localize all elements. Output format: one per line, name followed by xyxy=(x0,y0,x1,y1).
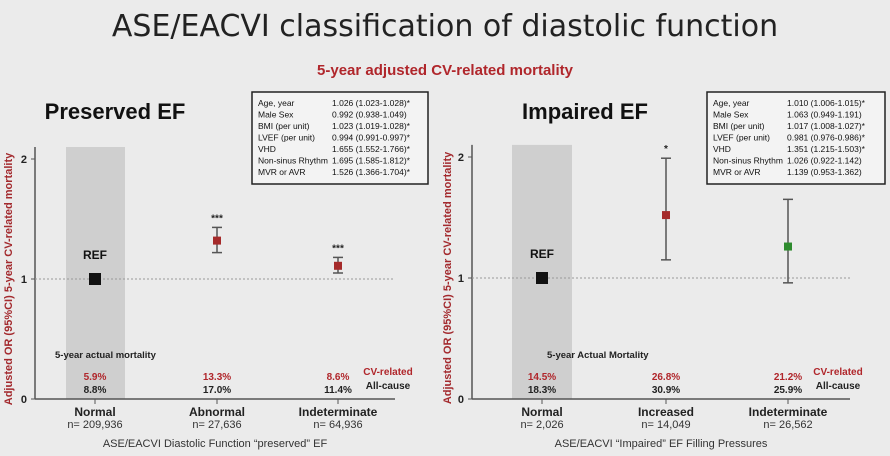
category-n: n= 27,636 xyxy=(192,419,241,431)
covariate-name: BMI (per unit) xyxy=(713,121,765,131)
category-n: n= 209,936 xyxy=(67,419,122,431)
category-n: n= 26,562 xyxy=(763,419,812,431)
cv-mortality-value: 26.8% xyxy=(652,372,680,383)
covariate-value: 1.351 (1.215-1.503)* xyxy=(787,144,866,154)
covariate-name: MVR or AVR xyxy=(258,167,306,177)
all-cause-mortality-value: 11.4% xyxy=(324,385,352,396)
y-axis-label: Adjusted OR (95%CI) 5-year CV-related mo… xyxy=(442,151,454,404)
covariate-name: VHD xyxy=(258,144,276,154)
covariate-name: Male Sex xyxy=(713,110,749,120)
x-axis-label: ASE/EACVI “Impaired” EF Filling Pressure… xyxy=(555,438,768,450)
ref-label: REF xyxy=(530,247,554,261)
category-n: n= 64,936 xyxy=(313,419,362,431)
slide-title: ASE/EACVI classification of diastolic fu… xyxy=(112,9,778,44)
covariate-name: Male Sex xyxy=(258,110,294,120)
all-cause-legend: All-cause xyxy=(816,381,861,392)
covariate-value: 1.026 (0.922-1.142) xyxy=(787,156,862,166)
covariate-name: BMI (per unit) xyxy=(258,121,310,131)
chart-panel-impaired-ef: Impaired EF 0 1 2 Adjusted OR (95%CI) 5-year… xyxy=(442,91,886,450)
covariate-name: Age, year xyxy=(258,98,295,108)
covariate-value: 0.981 (0.976-0.986)* xyxy=(787,133,866,143)
significance-marker: * xyxy=(664,144,668,155)
category-label: Normal xyxy=(74,405,115,419)
reference-band xyxy=(512,144,572,399)
odds-ratio-point xyxy=(213,236,221,245)
y-tick-label: 1 xyxy=(458,273,464,285)
mortality-heading: 5-year actual mortality xyxy=(55,350,157,361)
odds-ratio-point xyxy=(662,211,670,220)
covariate-value: 1.017 (1.008-1.027)* xyxy=(787,121,866,131)
odds-ratio-point xyxy=(89,273,101,285)
covariate-name: Non-sinus Rhythm xyxy=(258,156,328,166)
category-n: n= 2,026 xyxy=(520,419,563,431)
category-label: Increased xyxy=(638,405,694,419)
category-n: n= 14,049 xyxy=(641,419,690,431)
category-label: Indeterminate xyxy=(299,405,378,419)
ref-label: REF xyxy=(83,248,107,262)
covariate-name: LVEF (per unit) xyxy=(258,133,315,143)
category-label: Normal xyxy=(521,405,562,419)
covariate-name: LVEF (per unit) xyxy=(713,133,770,143)
odds-ratio-point xyxy=(784,242,792,251)
covariate-value: 1.695 (1.585-1.812)* xyxy=(332,156,411,166)
covariate-name: MVR or AVR xyxy=(713,167,761,177)
mortality-heading: 5-year Actual Mortality xyxy=(547,350,649,361)
panel-title: Impaired EF xyxy=(522,99,648,124)
covariate-name: Age, year xyxy=(713,98,750,108)
covariate-value: 1.063 (0.949-1.191) xyxy=(787,110,862,120)
significance-marker: *** xyxy=(332,243,344,254)
covariate-name: VHD xyxy=(713,144,731,154)
all-cause-mortality-value: 17.0% xyxy=(203,385,231,396)
cv-mortality-value: 8.6% xyxy=(327,372,350,383)
all-cause-mortality-value: 8.8% xyxy=(84,385,107,396)
cv-mortality-value: 14.5% xyxy=(528,372,556,383)
covariate-value: 1.655 (1.552-1.766)* xyxy=(332,144,411,154)
cv-mortality-value: 13.3% xyxy=(203,372,231,383)
x-axis-label: ASE/EACVI Diastolic Function “preserved”… xyxy=(103,438,328,450)
odds-ratio-point xyxy=(334,261,342,270)
covariate-table xyxy=(251,91,429,185)
covariate-value: 0.994 (0.991-0.997)* xyxy=(332,133,411,143)
cv-mortality-value: 5.9% xyxy=(84,372,107,383)
covariate-table xyxy=(706,91,886,185)
y-tick-label: 1 xyxy=(21,274,27,286)
y-axis-label: Adjusted OR (95%CI) 5-year CV-related mo… xyxy=(3,152,15,405)
odds-ratio-point xyxy=(536,272,548,284)
y-tick-label: 2 xyxy=(458,152,464,164)
y-tick-label: 2 xyxy=(21,154,27,166)
slide-subtitle: 5-year adjusted CV-related mortality xyxy=(317,62,574,79)
all-cause-mortality-value: 18.3% xyxy=(528,385,556,396)
cv-related-legend: CV-related xyxy=(813,367,862,378)
category-label: Indeterminate xyxy=(749,405,828,419)
cv-related-legend: CV-related xyxy=(363,367,412,378)
covariate-value: 1.010 (1.006-1.015)* xyxy=(787,98,866,108)
covariate-value: 1.526 (1.366-1.704)* xyxy=(332,167,411,177)
significance-marker: *** xyxy=(211,213,223,224)
all-cause-legend: All-cause xyxy=(366,381,411,392)
covariate-name: Non-sinus Rhythm xyxy=(713,156,783,166)
covariate-value: 1.026 (1.023-1.028)* xyxy=(332,98,411,108)
panel-title: Preserved EF xyxy=(45,99,186,124)
cv-mortality-value: 21.2% xyxy=(774,372,802,383)
covariate-value: 0.992 (0.938-1.049) xyxy=(332,110,407,120)
category-label: Abnormal xyxy=(189,405,245,419)
all-cause-mortality-value: 30.9% xyxy=(652,385,680,396)
covariate-value: 1.139 (0.953-1.362) xyxy=(787,167,862,177)
covariate-value: 1.023 (1.019-1.028)* xyxy=(332,121,411,131)
all-cause-mortality-value: 25.9% xyxy=(774,385,802,396)
y-tick-label: 0 xyxy=(21,394,27,406)
y-tick-label: 0 xyxy=(458,394,464,406)
chart-panel-preserved-ef: Preserved EF 0 1 2 Adjusted OR (95%CI) 5-yea… xyxy=(3,91,429,450)
